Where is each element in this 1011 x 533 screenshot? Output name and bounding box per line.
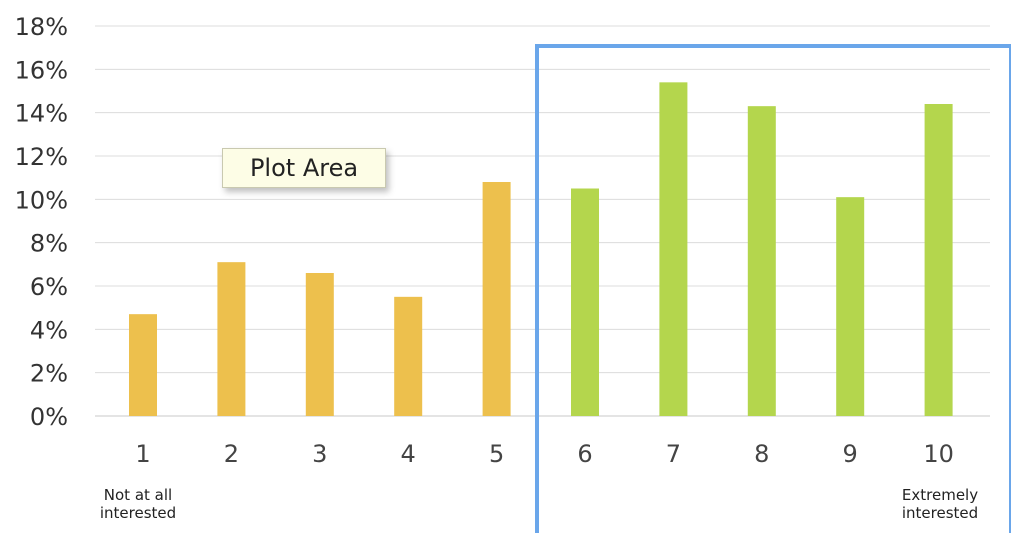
y-tick-label: 4% (30, 316, 68, 344)
y-tick-label: 8% (30, 230, 68, 258)
y-tick-label: 16% (15, 56, 68, 84)
x-tick-label: 4 (401, 440, 416, 468)
x-tick-label: 10 (923, 440, 954, 468)
right-scale-label: Extremely interested (901, 486, 979, 522)
bar-7 (659, 82, 688, 416)
y-tick-label: 18% (15, 13, 68, 41)
bar-10 (924, 104, 953, 416)
y-tick-label: 6% (30, 273, 68, 301)
bar-5 (482, 182, 511, 416)
x-tick-label: 8 (754, 440, 769, 468)
x-tick-label: 3 (312, 440, 327, 468)
y-tick-label: 12% (15, 143, 68, 171)
y-tick-label: 2% (30, 360, 68, 388)
bar-6 (571, 188, 599, 416)
bar-1 (129, 314, 157, 416)
bar-4 (394, 296, 423, 416)
x-tick-label: 2 (224, 440, 239, 468)
x-tick-label: 1 (135, 440, 150, 468)
x-tick-label: 5 (489, 440, 504, 468)
y-tick-label: 10% (15, 186, 68, 214)
y-tick-label: 14% (15, 100, 68, 128)
x-tick-label: 7 (666, 440, 681, 468)
plot-area-tooltip: Plot Area (222, 148, 386, 188)
highlight-box (535, 44, 1011, 533)
x-tick-label: 6 (577, 440, 592, 468)
bar-3 (305, 273, 334, 416)
y-tick-label: 0% (30, 403, 68, 431)
bar-2 (217, 262, 246, 416)
bar-8 (747, 106, 776, 417)
x-tick-label: 9 (843, 440, 858, 468)
bar-9 (836, 197, 865, 416)
left-scale-label: Not at all interested (99, 486, 177, 522)
